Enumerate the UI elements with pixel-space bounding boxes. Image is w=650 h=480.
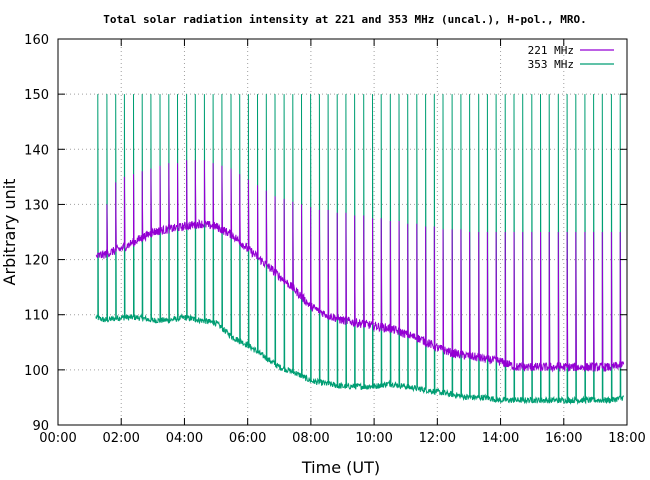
series-line-353mhz bbox=[95, 94, 625, 405]
y-tick-label: 90 bbox=[32, 419, 49, 434]
y-axis-label: Arbitrary unit bbox=[0, 179, 19, 286]
legend-label-353: 353 MHz bbox=[528, 58, 574, 71]
x-tick-label: 06:00 bbox=[229, 431, 266, 446]
y-tick-label: 150 bbox=[24, 88, 49, 103]
x-tick-label: 16:00 bbox=[545, 431, 582, 446]
y-tick-label: 120 bbox=[24, 254, 49, 269]
series-line-221mhz bbox=[95, 160, 625, 373]
plot-frame bbox=[57, 38, 628, 426]
chart-title: Total solar radiation intensity at 221 a… bbox=[103, 13, 586, 26]
legend-label-221: 221 MHz bbox=[528, 44, 574, 57]
x-tick-label: 14:00 bbox=[482, 431, 519, 446]
x-tick-label: 08:00 bbox=[292, 431, 329, 446]
x-tick-label: 02:00 bbox=[102, 431, 139, 446]
x-axis-label: Time (UT) bbox=[301, 458, 380, 477]
series-layer bbox=[95, 94, 625, 405]
y-tick-label: 130 bbox=[24, 198, 49, 213]
axis-ticks: 00:00 02:00 04:00 06:00 08:00 10:00 12:00 14:00… bbox=[24, 33, 646, 446]
y-tick-label: 100 bbox=[24, 364, 49, 379]
y-tick-label: 140 bbox=[24, 143, 49, 158]
x-tick-label: 10:00 bbox=[355, 431, 392, 446]
x-tick-label: 12:00 bbox=[419, 431, 456, 446]
legend: 221 MHz 353 MHz bbox=[528, 44, 614, 71]
x-tick-label: 18:00 bbox=[608, 431, 645, 446]
y-tick-label: 110 bbox=[24, 309, 49, 324]
x-tick-label: 04:00 bbox=[166, 431, 203, 446]
x-tick-label: 00:00 bbox=[39, 431, 76, 446]
y-tick-label: 160 bbox=[24, 33, 49, 48]
